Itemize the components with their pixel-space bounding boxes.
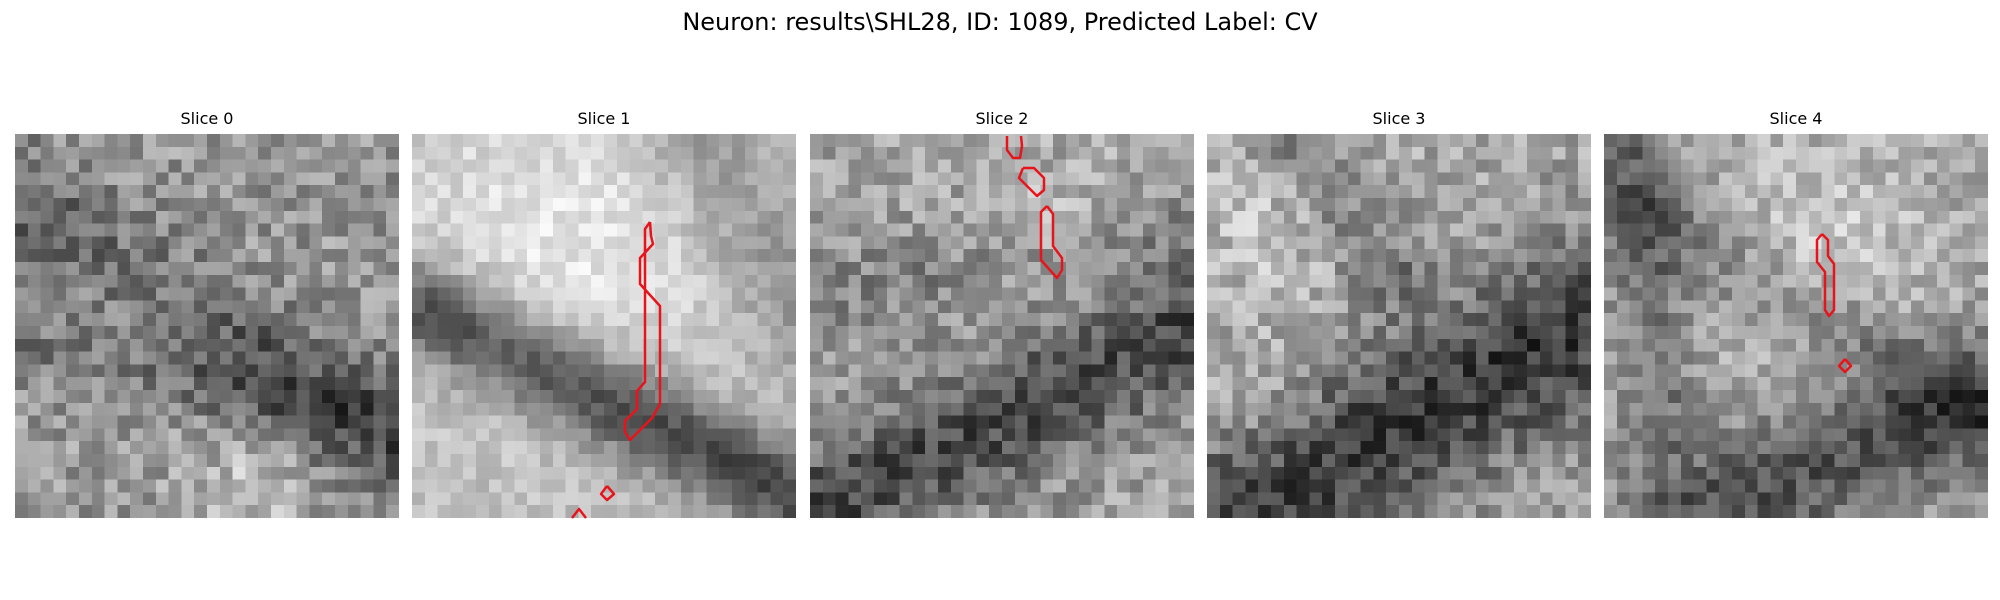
slice-image	[810, 134, 1194, 518]
slice-title: Slice 3	[1207, 108, 1591, 130]
slice-panel-2: Slice 2	[810, 108, 1194, 130]
contour-outline	[1839, 359, 1851, 372]
slice-title: Slice 4	[1604, 108, 1988, 130]
segmentation-contours	[810, 134, 1194, 518]
contour-outline	[601, 486, 614, 500]
contour-outline	[625, 222, 660, 440]
segmentation-contours	[1604, 134, 1988, 518]
slice-pixels	[15, 134, 399, 518]
segmentation-contours	[412, 134, 796, 518]
slice-image	[1207, 134, 1591, 518]
contour-outline	[1041, 206, 1062, 278]
slice-image	[412, 134, 796, 518]
contour-outline	[1817, 234, 1834, 316]
slice-panel-3: Slice 3	[1207, 108, 1591, 130]
slice-panel-4: Slice 4	[1604, 108, 1988, 130]
slice-title: Slice 1	[412, 108, 796, 130]
slice-image	[1604, 134, 1988, 518]
contour-outline	[572, 509, 586, 518]
slice-image	[15, 134, 399, 518]
figure-title: Neuron: results\SHL28, ID: 1089, Predict…	[0, 7, 2000, 37]
slice-title: Slice 0	[15, 108, 399, 130]
slice-title: Slice 2	[810, 108, 1194, 130]
slice-panel-0: Slice 0	[15, 108, 399, 130]
contour-outline	[1019, 168, 1044, 196]
contour-outline	[1007, 136, 1022, 158]
slice-pixels	[1207, 134, 1591, 518]
slice-panel-1: Slice 1	[412, 108, 796, 130]
